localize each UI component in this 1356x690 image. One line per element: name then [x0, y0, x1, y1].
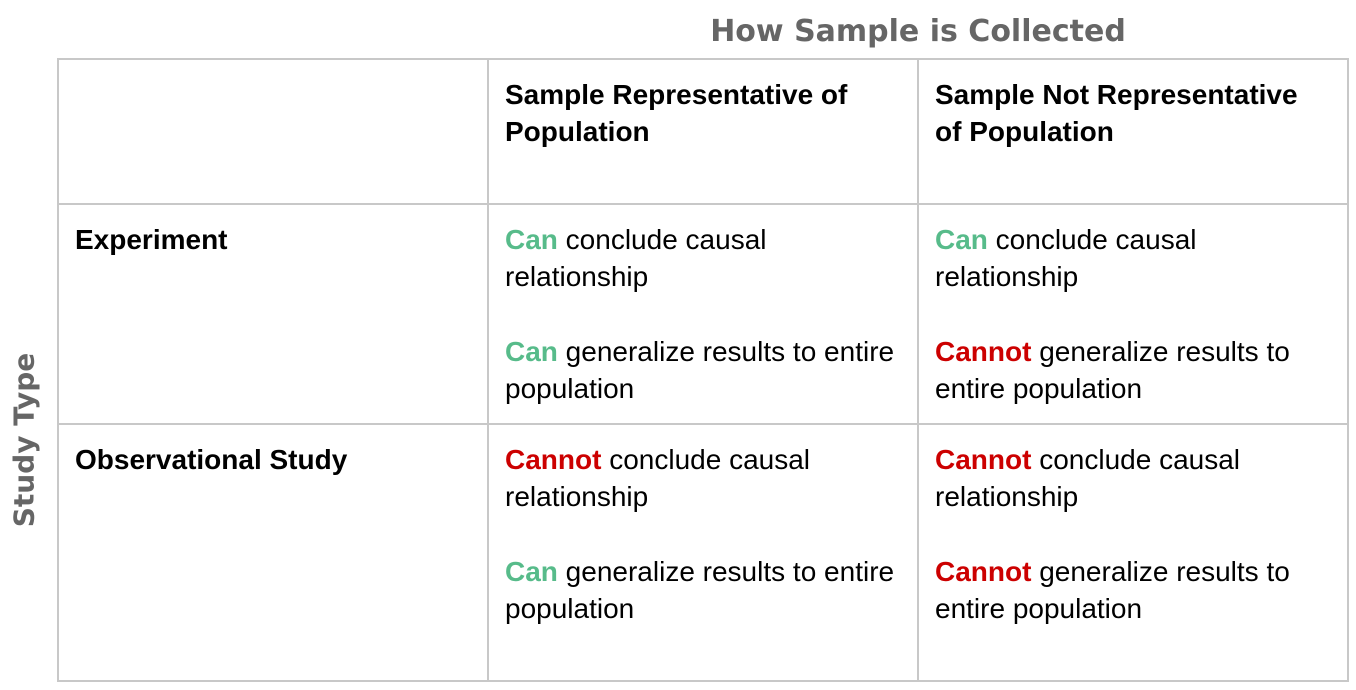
- generalize-statement: Can generalize results to entire populat…: [505, 333, 901, 407]
- generalize-keyword: Can: [505, 336, 558, 367]
- generalize-keyword: Cannot: [935, 556, 1032, 587]
- table-row-observational: Observational Study Cannot conclude caus…: [57, 423, 1349, 682]
- row-label-experiment: Experiment: [57, 203, 489, 425]
- causal-text: conclude causal relationship: [505, 444, 811, 512]
- causal-statement: Can conclude causal relationship: [505, 221, 901, 295]
- generalize-text: generalize results to entire population: [935, 336, 1290, 404]
- generalize-keyword: Can: [505, 556, 558, 587]
- table-header-row: Sample Representative of Population Samp…: [57, 58, 1349, 205]
- column-header-representative: Sample Representative of Population: [487, 58, 919, 205]
- generalize-statement: Cannot generalize results to entire popu…: [935, 333, 1331, 407]
- column-header-not-representative: Sample Not Representative of Population: [917, 58, 1349, 205]
- cell-observational-not-representative: Cannot conclude causal relationship Cann…: [917, 423, 1349, 682]
- cell-experiment-representative: Can conclude causal relationship Can gen…: [487, 203, 919, 425]
- causal-keyword: Can: [505, 224, 558, 255]
- causal-statement: Cannot conclude causal relationship: [935, 441, 1331, 515]
- causal-keyword: Cannot: [505, 444, 602, 475]
- causal-text: conclude causal relationship: [935, 444, 1241, 512]
- causal-text: conclude causal relationship: [505, 224, 767, 292]
- column-group-header: How Sample is Collected: [710, 14, 1126, 49]
- causal-statement: Can conclude causal relationship: [935, 221, 1331, 295]
- generalize-statement: Cannot generalize results to entire popu…: [935, 553, 1331, 627]
- generalize-statement: Can generalize results to entire populat…: [505, 553, 901, 627]
- row-group-header: Study Type: [0, 0, 48, 690]
- generalize-text: generalize results to entire population: [505, 336, 895, 404]
- causal-keyword: Cannot: [935, 444, 1032, 475]
- causal-keyword: Can: [935, 224, 988, 255]
- table-row-experiment: Experiment Can conclude causal relations…: [57, 203, 1349, 425]
- cell-experiment-not-representative: Can conclude causal relationship Cannot …: [917, 203, 1349, 425]
- row-group-header-text: Study Type: [7, 352, 41, 528]
- corner-cell: [57, 58, 489, 205]
- causal-text: conclude causal relationship: [935, 224, 1197, 292]
- row-label-observational: Observational Study: [57, 423, 489, 682]
- causal-statement: Cannot conclude causal relationship: [505, 441, 901, 515]
- generalize-keyword: Cannot: [935, 336, 1032, 367]
- generalize-text: generalize results to entire population: [505, 556, 895, 624]
- generalize-text: generalize results to entire population: [935, 556, 1290, 624]
- cell-observational-representative: Cannot conclude causal relationship Can …: [487, 423, 919, 682]
- study-type-table: Sample Representative of Population Samp…: [57, 58, 1349, 682]
